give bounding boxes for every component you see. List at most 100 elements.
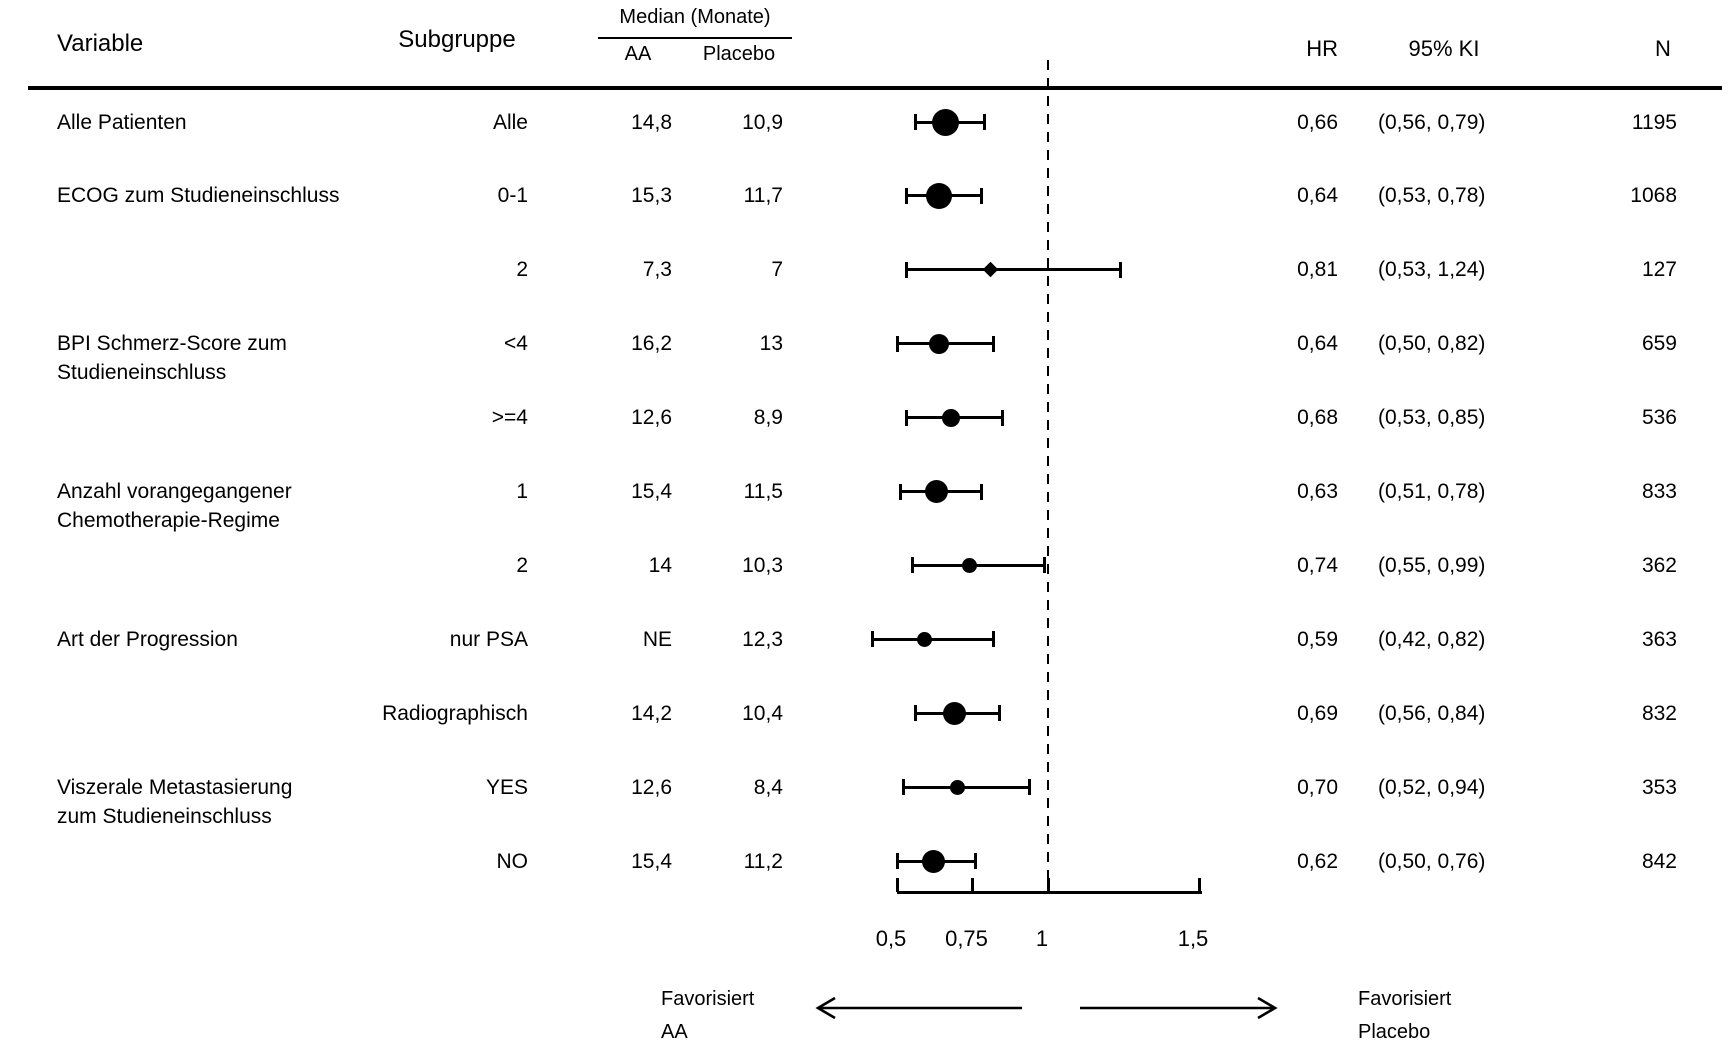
row-median-placebo: 11,7: [743, 184, 783, 208]
row-n-value: 1195: [1631, 110, 1677, 134]
ci-cap-left: [898, 483, 902, 500]
hr-marker: [916, 631, 932, 647]
row-n-value: 536: [1641, 406, 1677, 430]
ci-cap-right: [980, 483, 984, 500]
row-n-value: 659: [1641, 332, 1677, 356]
row-subgroup-label: <4: [504, 332, 528, 356]
ci-line: [903, 785, 1030, 789]
row-subgroup-label: 1: [516, 480, 528, 503]
ci-cap-left: [895, 335, 899, 352]
x-axis-tick: [895, 878, 899, 892]
x-axis-tick-label: 1: [1035, 926, 1049, 951]
row-median-placebo: 11,5: [743, 480, 783, 503]
favor-right-label: Favorisiert Placebo: [1358, 988, 1452, 1043]
hr-marker: [921, 849, 945, 873]
row-median-aa: 12,6: [631, 775, 672, 799]
row-ci-value: (0,53, 1,24): [1378, 258, 1486, 282]
row-hr-value: 0,63: [1297, 480, 1338, 503]
favor-left-arrowhead-icon: [815, 996, 836, 1020]
row-median-placebo: 10,9: [742, 110, 783, 134]
row-n-value: 362: [1641, 553, 1677, 577]
row-n-value: 842: [1641, 849, 1677, 873]
ci-line: [872, 637, 994, 641]
row-ci-value: (0,51, 0,78): [1378, 480, 1486, 503]
row-median-aa: 14,2: [631, 701, 672, 725]
row-variable-label: Art der Progression: [57, 627, 238, 651]
row-median-placebo: 11,2: [743, 849, 783, 873]
row-subgroup-label: Radiographisch: [382, 701, 528, 725]
row-median-placebo: 10,4: [742, 701, 783, 725]
row-ci-value: (0,50, 0,76): [1378, 849, 1486, 873]
ci-cap-left: [895, 853, 899, 869]
row-variable-label: BPI Schmerz-Score zum Studieneinschluss: [57, 332, 287, 385]
row-median-placebo: 13: [759, 332, 783, 356]
ci-cap-right: [1028, 779, 1032, 796]
row-hr-value: 0,81: [1297, 258, 1338, 282]
x-axis-tick-label: 1,5: [1177, 926, 1209, 951]
row-subgroup-label: 2: [516, 553, 528, 577]
ci-cap-left: [910, 557, 914, 574]
row-variable-label: Alle Patienten: [57, 110, 187, 134]
hr-marker: [926, 182, 953, 209]
hr-marker: [942, 701, 966, 725]
row-hr-value: 0,74: [1297, 553, 1338, 577]
ci-cap-right: [1043, 557, 1047, 574]
row-median-aa: 15,3: [631, 184, 672, 208]
favor-left-label: Favorisiert AA: [661, 988, 755, 1043]
row-median-aa: 14,8: [631, 110, 672, 134]
row-ci-value: (0,50, 0,82): [1378, 332, 1486, 356]
ci-cap-left: [901, 779, 905, 796]
hr-marker: [929, 333, 950, 354]
row-subgroup-label: YES: [485, 775, 528, 799]
row-subgroup-label: 2: [516, 258, 528, 282]
ci-line: [912, 563, 1045, 567]
ci-cap-left: [913, 705, 917, 722]
ci-cap-right: [980, 187, 984, 204]
hr-marker: [942, 408, 961, 427]
column-header-variable: Variable: [57, 30, 144, 57]
column-header-hr: HR: [1306, 36, 1338, 61]
ci-cap-left: [904, 261, 908, 278]
ci-cap-right: [974, 853, 978, 869]
x-axis-tick: [1197, 878, 1201, 892]
header-rule: [28, 86, 1722, 90]
ci-cap-right: [983, 114, 987, 130]
row-ci-value: (0,53, 0,85): [1378, 406, 1486, 430]
row-hr-value: 0,59: [1297, 627, 1338, 651]
column-header-n: N: [1655, 36, 1671, 61]
row-ci-value: (0,56, 0,79): [1378, 110, 1486, 134]
x-axis-tick-label: 0,5: [875, 926, 907, 951]
row-median-aa: 15,4: [631, 849, 672, 873]
hr-marker: [924, 480, 948, 503]
row-hr-value: 0,68: [1297, 406, 1338, 430]
row-n-value: 353: [1641, 775, 1677, 799]
ci-cap-right: [992, 631, 996, 648]
row-variable-label: Anzahl vorangegangener Chemotherapie-Reg…: [57, 480, 292, 532]
hr-marker: [931, 108, 959, 136]
row-median-placebo: 12,3: [742, 627, 783, 651]
ci-cap-right: [1118, 261, 1122, 278]
row-hr-value: 0,64: [1297, 332, 1338, 356]
x-axis-tick: [971, 878, 974, 892]
column-header-median-aa: AA: [624, 43, 652, 65]
ci-cap-left: [913, 114, 917, 130]
row-n-value: 832: [1641, 701, 1677, 725]
row-median-aa: 7,3: [642, 258, 672, 282]
row-median-aa: 14: [648, 553, 672, 577]
row-median-aa: NE: [642, 627, 672, 651]
reference-line-hr-1: [1047, 60, 1049, 892]
row-subgroup-label: nur PSA: [449, 627, 528, 651]
row-hr-value: 0,66: [1297, 110, 1338, 134]
row-ci-value: (0,53, 0,78): [1378, 184, 1486, 208]
row-n-value: 127: [1641, 258, 1677, 282]
row-hr-value: 0,69: [1297, 701, 1338, 725]
ci-cap-left: [904, 409, 908, 426]
median-group-underline: [598, 37, 792, 39]
ci-cap-right: [1001, 409, 1005, 426]
column-header-median-group: Median (Monate): [619, 6, 771, 28]
ci-cap-right: [992, 335, 996, 352]
x-axis-line: [897, 891, 1202, 894]
favor-right-arrowhead-icon: [1257, 996, 1278, 1020]
hr-marker: [961, 557, 977, 573]
